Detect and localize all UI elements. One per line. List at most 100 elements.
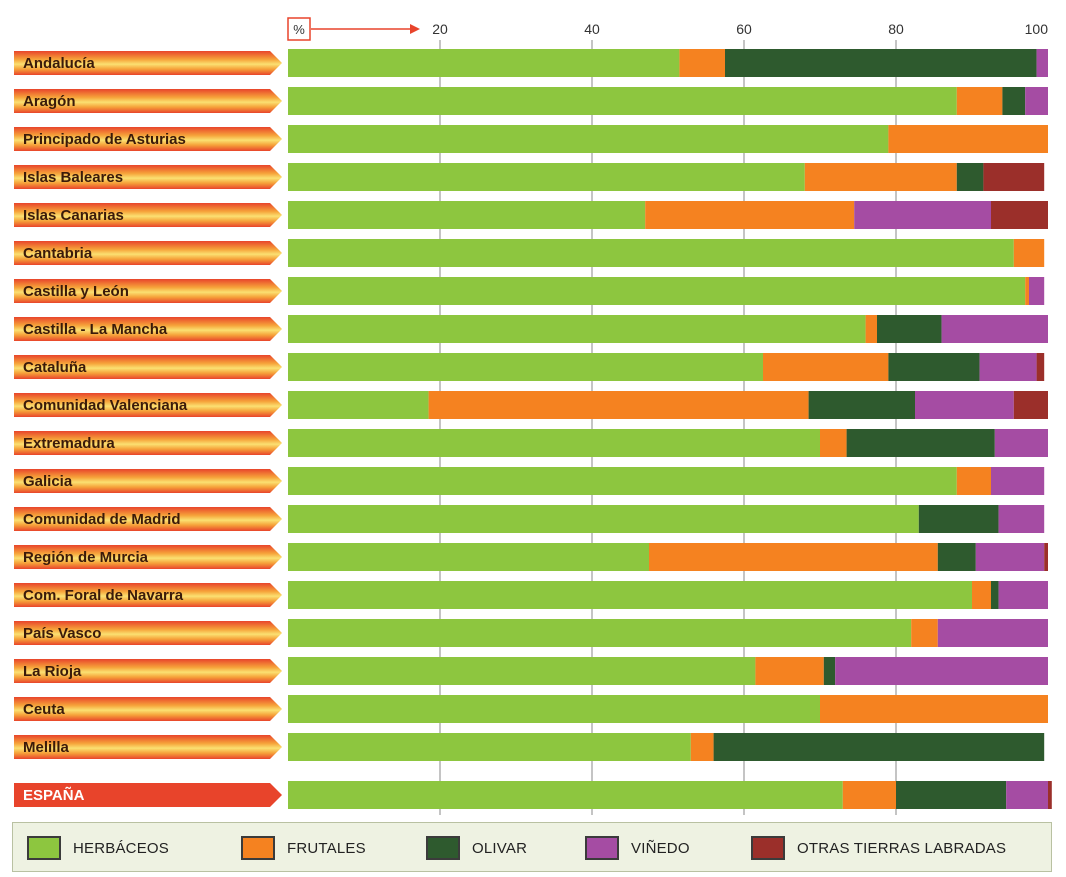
unit-arrow-head [410, 24, 420, 34]
bar-segment [941, 315, 1048, 343]
x-tick-label: 40 [584, 21, 600, 37]
bar-segment [713, 733, 1045, 761]
unit-box [287, 17, 311, 41]
bar-segment [937, 543, 976, 571]
legend-item: OTRAS TIERRAS LABRADAS [751, 835, 1006, 861]
x-tick-label: 20 [432, 21, 448, 37]
category-label: Galicia [23, 473, 73, 490]
legend-label: HERBÁCEOS [73, 839, 169, 857]
x-tick-label: 100 [1025, 21, 1049, 37]
bar-segment [649, 543, 938, 571]
bar-segment [755, 657, 824, 685]
legend: HERBÁCEOS FRUTALES OLIVAR VIÑEDO OTRAS TIERR… [12, 822, 1052, 872]
bar-segment [1048, 781, 1052, 809]
bar-segment [288, 543, 649, 571]
stacked-bar-chart: 20 40 60 80 100 % Andalucía Aragón Principado … [14, 17, 1052, 815]
axis-unit-marker: % [287, 17, 420, 41]
bar-segment [877, 315, 942, 343]
x-axis-ticks: 20 40 60 80 100 [432, 21, 1048, 37]
category-ribbon [14, 355, 282, 379]
legend-swatch [585, 836, 619, 860]
legend-item: FRUTALES [241, 835, 366, 861]
category-label: Comunidad Valenciana [23, 397, 188, 414]
legend-label: FRUTALES [287, 839, 366, 857]
category-ribbon [14, 51, 282, 75]
category-ribbon [14, 469, 282, 493]
bar-segment [998, 505, 1045, 533]
category-label: Castilla y León [23, 283, 129, 300]
bar-segment [896, 781, 1007, 809]
bar-segment [820, 695, 1048, 723]
bar-segment [911, 619, 938, 647]
category-label: Islas Canarias [23, 207, 124, 224]
bar-segment [428, 391, 809, 419]
legend-swatch [27, 836, 61, 860]
legend-label: OTRAS TIERRAS LABRADAS [797, 839, 1007, 857]
category-ribbon [14, 735, 282, 759]
bar-segment [288, 277, 1026, 305]
bar-segment [288, 505, 919, 533]
legend-item: VIÑEDO [585, 835, 690, 861]
bar-segment [991, 201, 1048, 229]
legend-item: OLIVAR [426, 835, 527, 861]
category-ribbon [14, 279, 282, 303]
bar-segment [994, 429, 1048, 457]
category-label: Cataluña [23, 359, 87, 376]
bar-segment [725, 49, 1037, 77]
bar-segment [288, 87, 957, 115]
category-label: Comunidad de Madrid [23, 511, 181, 528]
bar-segment [645, 201, 855, 229]
bar-segment [915, 391, 1014, 419]
bar-segment [288, 619, 912, 647]
category-label: Com. Foral de Navarra [23, 587, 184, 604]
category-ribbon [14, 393, 282, 417]
bar-segment [1036, 353, 1045, 381]
bar-segment [1013, 391, 1048, 419]
bar-segment [288, 391, 429, 419]
category-label: Andalucía [23, 55, 95, 72]
bar-segment [288, 315, 866, 343]
legend-label: OLIVAR [472, 839, 528, 857]
bar-segment [972, 581, 991, 609]
bar-segment [1013, 239, 1045, 267]
category-label: País Vasco [23, 625, 101, 642]
bar-segment [979, 353, 1037, 381]
bar-segment [679, 49, 725, 77]
category-label: Ceuta [23, 701, 65, 718]
category-labels: Andalucía Aragón Principado de Asturias Isl… [14, 51, 282, 807]
category-ribbon [14, 659, 282, 683]
bar-segment [288, 353, 763, 381]
category-ribbon [14, 697, 282, 721]
bar-segment [937, 619, 1048, 647]
bar-segment [983, 163, 1045, 191]
x-tick-label: 60 [736, 21, 752, 37]
category-label: Extremadura [23, 435, 115, 452]
legend-swatch [241, 836, 275, 860]
bar-segment [842, 781, 896, 809]
bar-segment [956, 163, 984, 191]
category-label: Islas Baleares [23, 169, 123, 186]
bar-segment [288, 163, 805, 191]
category-ribbon [14, 507, 282, 531]
category-ribbon [14, 317, 282, 341]
bar-segment [998, 581, 1048, 609]
bar-segment [1002, 87, 1026, 115]
category-ribbon [14, 241, 282, 265]
category-label: Melilla [23, 739, 70, 756]
bar-segment [823, 657, 836, 685]
bar-segment [808, 391, 915, 419]
category-ribbon [14, 203, 282, 227]
category-ribbon [14, 783, 282, 807]
category-label: Región de Murcia [23, 549, 149, 566]
bar-segment [975, 543, 1045, 571]
bar-segment [804, 163, 957, 191]
bar-segment [288, 201, 646, 229]
bar-segment [288, 781, 843, 809]
bar-segment [288, 657, 756, 685]
category-ribbon [14, 431, 282, 455]
bar-segment [956, 467, 991, 495]
category-label: La Rioja [23, 663, 82, 680]
x-tick-label: 80 [888, 21, 904, 37]
bar-segment [865, 315, 877, 343]
category-label: ESPAÑA [23, 786, 85, 804]
